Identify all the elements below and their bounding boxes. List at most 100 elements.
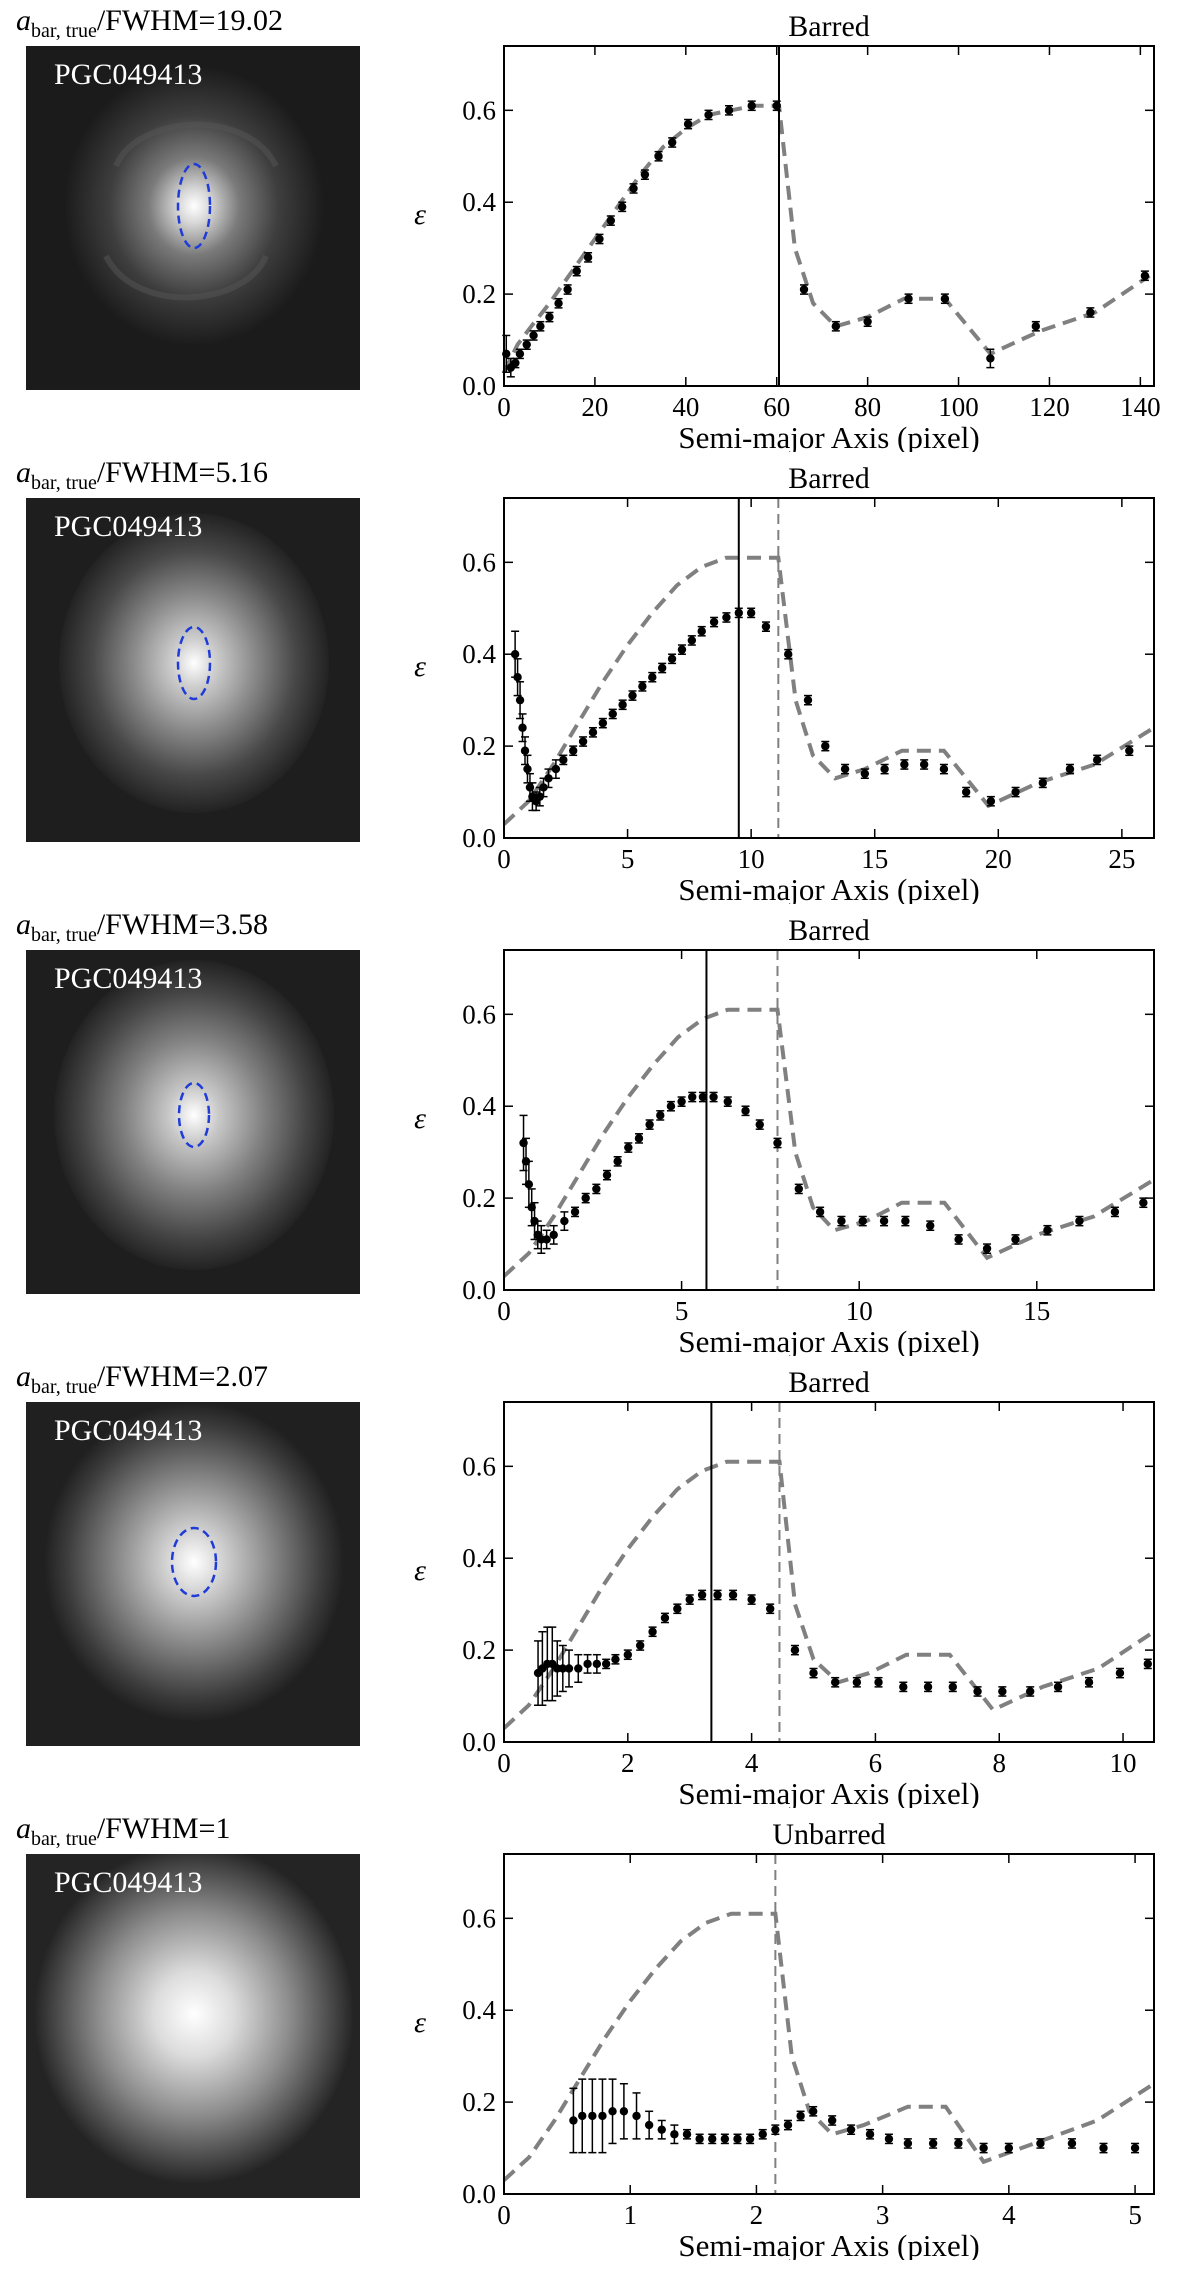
data-point [1038, 778, 1047, 788]
y-tick-label: 0.0 [462, 1727, 496, 1757]
data-point [1092, 755, 1102, 765]
panel-row-4: abar, true/FWHM=2.07 PGC049413 Barred 0 2 4… [0, 1356, 1200, 1808]
data-point [563, 285, 572, 294]
data-point [551, 764, 561, 774]
data-point [687, 636, 697, 645]
y-axis-label: ε [414, 2006, 426, 2039]
data-point [623, 1650, 633, 1659]
galaxy-name: PGC049413 [54, 1414, 203, 1447]
data-point [619, 2107, 629, 2116]
data-point [513, 672, 522, 682]
data-point [688, 1092, 697, 1102]
data-point [592, 1659, 602, 1669]
ellipticity-plot: Unbarred 0 1 2 3 4 5 0.0 0.2 0.4 0.6 Semi-major Axi… [414, 1818, 1156, 2260]
data-point [746, 608, 756, 618]
data-point [899, 1682, 908, 1692]
data-point [734, 608, 743, 618]
x-tick-label: 0 [497, 844, 511, 874]
image-title-subscript: bar, true [31, 472, 97, 494]
data-point [588, 728, 598, 737]
x-axis-label: Semi-major Axis (pixel) [678, 420, 979, 452]
data-point [784, 650, 793, 659]
data-point [796, 2111, 805, 2121]
data-point [948, 1682, 958, 1692]
data-point [1011, 787, 1020, 797]
data-point [1004, 2143, 1014, 2153]
data-point [624, 1143, 633, 1152]
data-point [863, 317, 872, 326]
data-point [821, 741, 830, 751]
data-point [901, 1216, 910, 1226]
x-tick-label: 140 [1120, 392, 1161, 422]
data-point [628, 691, 637, 700]
data-point [545, 312, 554, 322]
model-curve [502, 1911, 1156, 2182]
data-point [629, 184, 638, 193]
x-tick-label: 0 [497, 2200, 511, 2230]
y-tick-label: 0.2 [462, 1183, 496, 1213]
data-point [809, 1668, 818, 1678]
data-point [1139, 1198, 1148, 1207]
image-title-subscript: bar, true [31, 20, 97, 42]
x-tick-label: 20 [985, 844, 1012, 874]
model-curve [502, 103, 1151, 374]
panel-title: Barred [788, 914, 870, 947]
data-point [644, 2120, 654, 2130]
data-point [510, 650, 520, 659]
galaxy-image: PGC049413 [26, 1402, 360, 1746]
ellipticity-plot: Barred 0 20 40 60 80 100 120 140 0.0 0.2 0.4 0.6 Semi… [414, 10, 1161, 452]
data-point [724, 106, 734, 115]
image-title-subscript: bar, true [31, 1376, 97, 1398]
panel-title: Barred [788, 1366, 870, 1399]
data-point [1053, 1682, 1063, 1692]
x-tick-label: 20 [581, 392, 608, 422]
data-point [634, 1134, 644, 1143]
y-tick-label: 0.2 [462, 2087, 496, 2117]
bar-ellipse [170, 1526, 218, 1598]
image-title: abar, true/FWHM=19.02 [16, 4, 283, 42]
y-axis-label: ε [414, 650, 426, 683]
data-point [846, 2125, 856, 2134]
x-tick-label: 25 [1108, 844, 1135, 874]
data-point [741, 1106, 750, 1116]
data-point [1086, 308, 1095, 317]
data-point [728, 1590, 738, 1600]
axes-frame [503, 949, 1155, 1291]
data-point [704, 110, 713, 120]
image-title: abar, true/FWHM=3.58 [16, 908, 268, 946]
galaxy-render [26, 498, 360, 842]
y-tick-label: 0.6 [462, 999, 496, 1029]
data-point [606, 216, 616, 225]
data-point [583, 253, 593, 262]
data-point [830, 1678, 840, 1687]
image-title-ratio: /FWHM=3.58 [96, 908, 268, 941]
data-point [667, 654, 677, 664]
data-point [569, 746, 578, 755]
data-point [919, 760, 929, 769]
data-point [772, 101, 781, 110]
data-point [986, 797, 996, 806]
data-point [654, 152, 663, 161]
data-point [865, 2130, 875, 2139]
data-point [542, 1235, 551, 1244]
data-point [657, 663, 667, 673]
data-point [518, 723, 527, 732]
x-tick-label: 15 [861, 844, 888, 874]
y-tick-label: 0.2 [462, 1635, 496, 1665]
data-point [608, 709, 617, 719]
data-point [903, 2139, 913, 2148]
x-tick-label: 0 [497, 392, 511, 422]
data-point [635, 1641, 645, 1650]
x-tick-label: 120 [1029, 392, 1070, 422]
data-point [648, 672, 657, 682]
panel-title: Unbarred [772, 1818, 885, 1851]
data-point [840, 764, 850, 774]
data-point [578, 737, 588, 746]
data-point [982, 1244, 992, 1253]
data-point [592, 1184, 601, 1194]
data-point [773, 1138, 782, 1148]
data-point [1031, 322, 1041, 331]
ellipticity-plot: Barred 0 5 10 15 0.0 0.2 0.4 0.6 Semi-major Axis … [414, 914, 1156, 1356]
data-point [771, 2125, 780, 2134]
bar-ellipse [176, 625, 212, 701]
